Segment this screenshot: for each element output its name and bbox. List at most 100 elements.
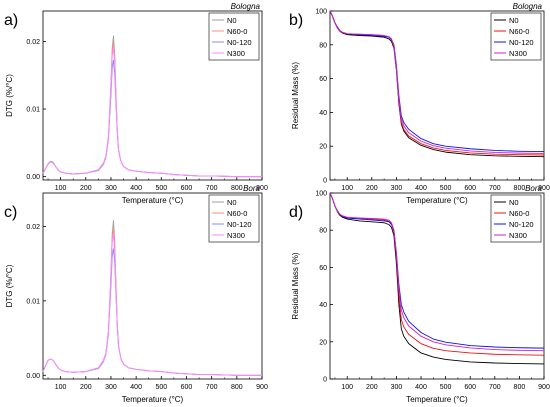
legend-box — [208, 12, 260, 61]
panel-label: c) — [4, 204, 17, 221]
x-tick-label: 600 — [464, 185, 476, 192]
plot-frame — [329, 10, 545, 181]
x-tick-label: 900 — [256, 384, 268, 391]
y-tick-label: 0.02 — [26, 39, 40, 46]
y-tick-label: 40 — [319, 302, 327, 309]
x-tick-label: 900 — [538, 185, 550, 192]
x-tick-label: 300 — [105, 185, 117, 192]
x-tick-label: 500 — [155, 384, 167, 391]
y-tick-label: 0.01 — [26, 107, 40, 114]
chart-title: Bora — [243, 184, 260, 193]
x-tick-label: 300 — [105, 384, 117, 391]
x-tick-label: 900 — [256, 185, 268, 192]
legend-label: N0-120 — [509, 38, 534, 47]
series-line-n300 — [42, 233, 262, 376]
panel-label: b) — [289, 12, 303, 29]
y-axis-title: Residual Mass (%) — [291, 252, 300, 319]
legend-label: N0 — [509, 16, 519, 25]
x-tick-label: 100 — [55, 384, 67, 391]
x-tick-label: 700 — [206, 185, 218, 192]
y-tick-label: 80 — [319, 228, 327, 235]
chart-title: Bologna — [231, 2, 261, 11]
x-tick-label: 700 — [489, 384, 501, 391]
x-tick-label: 200 — [80, 384, 92, 391]
legend-label: N0-120 — [227, 38, 252, 47]
legend-label: N60-0 — [227, 209, 247, 218]
legend-label: N300 — [227, 231, 245, 240]
legend-label: N0 — [227, 16, 237, 25]
x-axis-title: Temperature (°C) — [406, 395, 468, 404]
y-axis-title: DTG (%/°C) — [5, 264, 14, 307]
plot-frame — [329, 192, 545, 380]
y-tick-label: 0.01 — [26, 298, 40, 305]
legend-label: N60-0 — [509, 209, 529, 218]
panel-label: d) — [289, 204, 303, 221]
legend-label: N0 — [509, 198, 519, 207]
x-tick-label: 600 — [181, 185, 193, 192]
x-tick-label: 500 — [440, 185, 452, 192]
y-tick-label: 0 — [323, 178, 327, 185]
x-tick-label: 800 — [514, 384, 526, 391]
x-tick-label: 400 — [130, 384, 142, 391]
x-tick-label: 400 — [415, 384, 427, 391]
legend-box — [490, 12, 542, 61]
x-tick-label: 800 — [231, 185, 243, 192]
legend-label: N300 — [509, 49, 527, 58]
x-axis-title: Temperature (°C) — [406, 196, 468, 205]
legend-box — [208, 194, 260, 243]
legend-label: N0 — [227, 198, 237, 207]
x-tick-label: 500 — [440, 384, 452, 391]
y-tick-label: 0.02 — [26, 224, 40, 231]
y-tick-label: 20 — [319, 339, 327, 346]
x-tick-label: 300 — [391, 384, 403, 391]
x-tick-label: 100 — [55, 185, 67, 192]
plot-frame — [42, 192, 263, 380]
plot-frame — [42, 10, 263, 181]
series-line-n0-120 — [42, 59, 262, 178]
y-tick-label: 40 — [319, 110, 327, 117]
y-tick-label: 100 — [315, 191, 327, 198]
x-tick-label: 800 — [514, 185, 526, 192]
y-tick-label: 100 — [315, 9, 327, 16]
x-tick-label: 100 — [341, 185, 353, 192]
legend-label: N0-120 — [227, 220, 252, 229]
series-line-n60-0 — [42, 42, 262, 178]
y-tick-label: 0 — [323, 377, 327, 384]
y-axis-title: Residual Mass (%) — [291, 62, 300, 129]
series-line-n60-0 — [42, 227, 262, 376]
series-line-n300 — [42, 47, 262, 178]
series-line-n300 — [329, 192, 545, 352]
legend-label: N60-0 — [227, 27, 247, 36]
x-tick-label: 700 — [206, 384, 218, 391]
legend-box — [490, 194, 542, 243]
x-tick-label: 300 — [391, 185, 403, 192]
y-tick-label: 20 — [319, 144, 327, 151]
legend-label: N300 — [509, 231, 527, 240]
x-axis-title: Temperature (°C) — [122, 196, 184, 205]
x-tick-label: 600 — [181, 384, 193, 391]
panel-label: a) — [4, 12, 18, 29]
x-axis-title: Temperature (°C) — [122, 395, 184, 404]
legend-label: N0-120 — [509, 220, 534, 229]
chart-title: Bora — [525, 184, 542, 193]
legend-label: N300 — [227, 49, 245, 58]
y-tick-label: 0.00 — [26, 174, 40, 181]
y-tick-label: 60 — [319, 76, 327, 83]
y-tick-label: 60 — [319, 265, 327, 272]
x-tick-label: 400 — [415, 185, 427, 192]
x-tick-label: 800 — [231, 384, 243, 391]
x-tick-label: 200 — [366, 185, 378, 192]
chart-panel-4: d) 100 200 300 400 500 600 700 800 900 0 20 40 60 80 10… — [289, 184, 550, 404]
series-line-n0-120 — [42, 248, 262, 376]
chart-panel-1: a) 100 200 300 400 500 600 700 800 900 0.00 0.01 0.0… — [4, 2, 268, 205]
series-line-n300 — [329, 10, 545, 154]
y-tick-label: 0.00 — [26, 373, 40, 380]
x-tick-label: 400 — [130, 185, 142, 192]
x-tick-label: 900 — [538, 384, 550, 391]
x-tick-label: 600 — [464, 384, 476, 391]
y-tick-label: 80 — [319, 42, 327, 49]
chart-title: Bologna — [513, 2, 543, 11]
x-tick-label: 200 — [80, 185, 92, 192]
x-tick-label: 200 — [366, 384, 378, 391]
